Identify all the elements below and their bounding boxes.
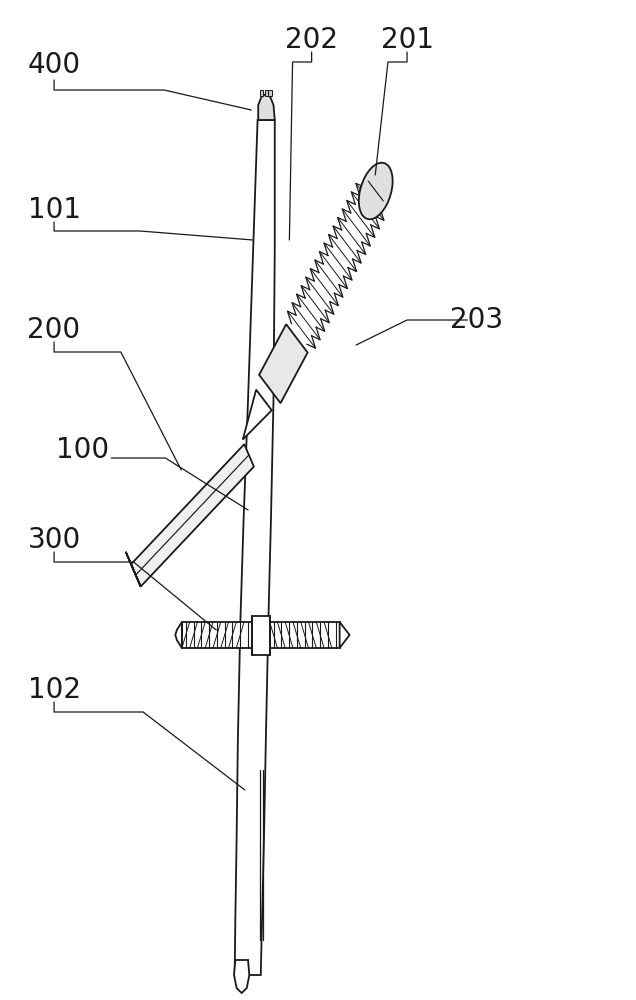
Polygon shape [259, 324, 308, 403]
Text: 100: 100 [56, 436, 109, 464]
Polygon shape [270, 622, 340, 648]
Text: 201: 201 [380, 26, 434, 54]
Text: 101: 101 [27, 196, 81, 224]
Polygon shape [243, 390, 272, 440]
Polygon shape [258, 94, 275, 120]
Text: 400: 400 [27, 51, 81, 79]
Text: 202: 202 [285, 26, 338, 54]
Polygon shape [291, 187, 380, 344]
Polygon shape [176, 622, 182, 648]
Polygon shape [252, 615, 270, 654]
Polygon shape [340, 622, 350, 648]
Ellipse shape [359, 163, 392, 219]
Polygon shape [131, 444, 254, 587]
Polygon shape [265, 90, 268, 96]
Polygon shape [235, 120, 275, 975]
Polygon shape [234, 960, 249, 993]
Polygon shape [182, 622, 252, 648]
Polygon shape [260, 90, 263, 96]
Text: 300: 300 [27, 526, 81, 554]
Text: 203: 203 [450, 306, 504, 334]
Polygon shape [126, 552, 141, 587]
Polygon shape [268, 90, 272, 96]
Text: 200: 200 [27, 316, 81, 344]
Text: 102: 102 [27, 676, 81, 704]
